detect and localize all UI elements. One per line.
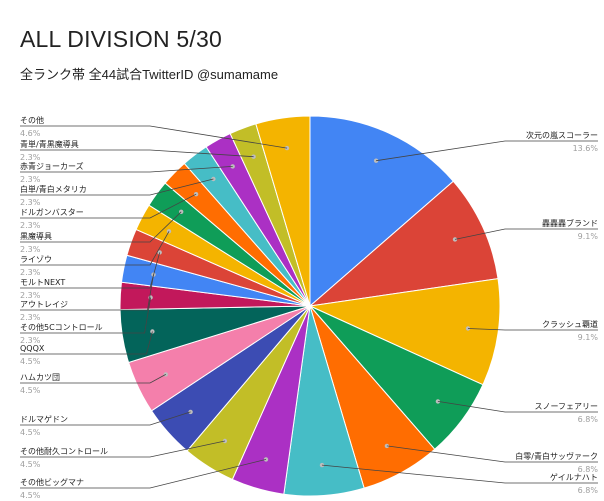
slice-label-percent: 4.5% <box>20 460 41 469</box>
slice-label-percent: 2.3% <box>20 245 41 254</box>
slice-label-name: QQQX <box>20 344 45 353</box>
leader-line <box>20 211 182 243</box>
slice-label-percent: 2.3% <box>20 268 41 277</box>
slice-label-name: 黒魔導具 <box>20 231 52 241</box>
slice-label-percent: 4.6% <box>20 129 41 138</box>
slice-label: ドルマゲドン 4.5% <box>20 409 193 437</box>
leader-line <box>454 228 598 240</box>
slice-label-name: ドルマゲドン <box>20 414 68 424</box>
pie-labels: 次元の嵐スコーラー 13.6% 轟轟轟ブランド 9.1% クラッシュ覇道 9.1% スノーフ… <box>20 115 598 500</box>
slice-label-name: スノーフェアリー <box>534 402 598 411</box>
leader-line <box>20 274 154 311</box>
slice-label-name: ドルガンバスター <box>20 207 84 217</box>
chart-subtitle: 全ランク帯 全44試合TwitterID @sumamame <box>20 67 279 82</box>
slice-label: クラッシュ覇道 9.1% <box>465 319 599 342</box>
slice-label-name: 白単/青白メタリカ <box>20 184 87 194</box>
slice-label: その他耐久コントロール 4.5% <box>20 438 228 469</box>
pie-slice <box>255 115 311 307</box>
leader-dot <box>319 462 325 468</box>
slice-label-percent: 4.5% <box>20 386 41 395</box>
slice-label-percent: 4.5% <box>20 491 41 500</box>
leader-dot <box>263 457 269 462</box>
slice-label-percent: 2.3% <box>20 313 41 322</box>
leader-line <box>386 445 598 463</box>
slice-label-name: 白零/青白サッヴァーク <box>515 451 598 461</box>
chart-title: ALL DIVISION 5/30 <box>20 26 222 52</box>
leader-line <box>467 328 598 331</box>
leader-dot <box>384 443 390 449</box>
slice-label-name: アウトレイジ <box>20 300 68 309</box>
slice-label: その他 4.6% <box>20 115 290 151</box>
slice-label-percent: 2.3% <box>20 175 41 184</box>
slice-label-percent: 4.5% <box>20 428 41 437</box>
slice-label-name: 轟轟轟ブランド <box>542 218 598 228</box>
slice-label-percent: 6.8% <box>578 415 599 424</box>
slice-label-name: その他耐久コントロール <box>20 446 108 456</box>
leader-line <box>20 459 267 489</box>
slice-label: 轟轟轟ブランド 9.1% <box>452 218 599 242</box>
leader-line <box>437 401 598 413</box>
leader-line <box>20 125 288 149</box>
leader-line <box>20 374 166 384</box>
slice-label-percent: 2.3% <box>20 336 41 345</box>
slice-label-percent: 2.3% <box>20 221 41 230</box>
leader-line <box>20 149 254 158</box>
slice-label-percent: 2.3% <box>20 153 41 162</box>
leader-line <box>20 193 197 219</box>
slice-label: その他ビッグマナ 4.5% <box>20 457 269 500</box>
slice-label-percent: 13.6% <box>573 144 599 153</box>
pie-slice <box>308 278 501 386</box>
leader-line <box>376 140 598 162</box>
leader-dot <box>163 372 168 377</box>
slice-label-percent: 6.8% <box>578 465 599 474</box>
leader-line <box>20 331 153 355</box>
pie-slices <box>119 115 501 497</box>
leader-line <box>20 166 233 173</box>
slice-label-name: 次元の嵐スコーラー <box>526 130 598 140</box>
slice-label-percent: 9.1% <box>578 232 599 241</box>
slice-label: QQQX 4.5% <box>20 329 155 366</box>
leader-line <box>20 411 191 426</box>
slice-label-name: 青単/青黒魔導具 <box>20 139 79 149</box>
leader-dot <box>373 158 379 163</box>
leader-dot <box>435 399 441 404</box>
slice-label-name: その他ビッグマナ <box>20 477 84 487</box>
slice-label-name: 赤青ジョーカーズ <box>20 161 84 171</box>
leader-line <box>20 231 170 266</box>
slice-label-name: クラッシュ覇道 <box>542 319 598 329</box>
slice-label: 次元の嵐スコーラー 13.6% <box>373 130 599 163</box>
slice-label: スノーフェアリー 6.8% <box>435 399 599 424</box>
slice-label-percent: 9.1% <box>578 333 599 342</box>
slice-label-percent: 4.5% <box>20 357 41 366</box>
slice-label-name: ハムカツ団 <box>20 373 60 382</box>
slice-label-percent: 2.3% <box>20 198 41 207</box>
slice-label-name: ライゾウ <box>20 255 52 264</box>
slice-label: 青単/青黒魔導具 2.3% <box>20 139 256 162</box>
slice-label-name: モルトNEXT <box>20 278 65 287</box>
leader-line <box>20 297 151 334</box>
slice-label: 赤青ジョーカーズ 2.3% <box>20 161 235 184</box>
pie-slice <box>309 115 455 308</box>
slice-label-name: その他5Cコントロール <box>20 322 103 332</box>
slice-label-name: ゲイルナハト <box>550 472 598 482</box>
pie-slice <box>308 180 499 307</box>
leader-line <box>321 464 598 484</box>
leader-dot <box>188 409 193 415</box>
leader-line <box>20 178 214 196</box>
slice-label-percent: 6.8% <box>578 486 599 495</box>
slice-label: ハムカツ団 4.5% <box>20 372 168 395</box>
slice-label: 白零/青白サッヴァーク 6.8% <box>384 443 599 474</box>
leader-line <box>20 252 161 289</box>
slice-label-percent: 2.3% <box>20 291 41 300</box>
slice-label-name: その他 <box>20 115 44 125</box>
leader-line <box>20 440 225 458</box>
